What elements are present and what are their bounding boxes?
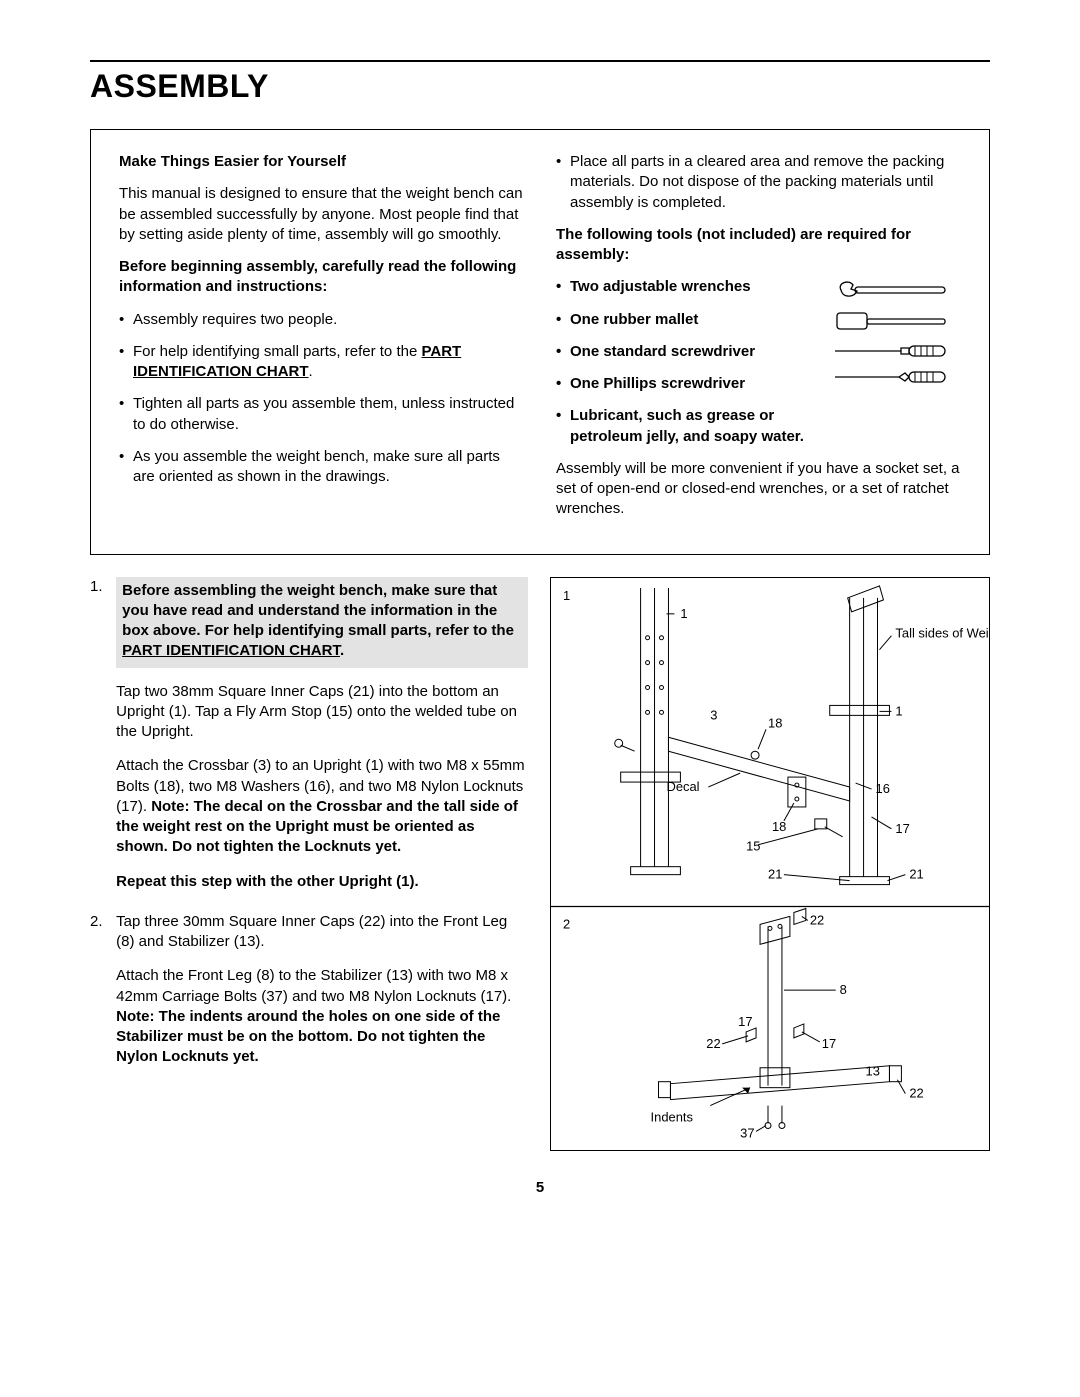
step-1-number: 1.: [90, 577, 112, 597]
svg-text:1: 1: [563, 587, 570, 602]
tool-icons: [831, 277, 961, 393]
step-2-number: 2.: [90, 912, 112, 932]
svg-text:21: 21: [909, 866, 923, 881]
svg-text:17: 17: [895, 820, 909, 835]
easier-heading: Make Things Easier for Yourself: [119, 152, 524, 172]
tool-lubricant: Lubricant, such as grease or petroleum j…: [556, 406, 821, 447]
wrench-icon: [831, 277, 951, 303]
svg-text:22: 22: [706, 1035, 720, 1050]
svg-text:2: 2: [563, 916, 570, 931]
svg-text:15: 15: [746, 838, 760, 853]
bullet-tighten: Tighten all parts as you assemble them, …: [119, 394, 524, 435]
svg-text:22: 22: [810, 912, 824, 927]
intro-box: Make Things Easier for Yourself This man…: [90, 129, 990, 555]
intro-paragraph: This manual is designed to ensure that t…: [119, 184, 524, 245]
svg-text:13: 13: [866, 1063, 880, 1078]
step-1-p2: Attach the Crossbar (3) to an Upright (1…: [116, 756, 528, 857]
step-1-warning-box: Before assembling the weight bench, make…: [116, 577, 528, 668]
bullet-two-people: Assembly requires two people.: [119, 310, 524, 330]
page-title: ASSEMBLY: [90, 68, 990, 105]
svg-text:18: 18: [768, 715, 782, 730]
svg-text:8: 8: [840, 982, 847, 997]
svg-text:18: 18: [772, 818, 786, 833]
page-number: 5: [90, 1179, 990, 1196]
svg-text:22: 22: [909, 1085, 923, 1100]
svg-text:1: 1: [680, 605, 687, 620]
before-heading: Before beginning assembly, carefully rea…: [119, 257, 524, 298]
bullet-part-chart: For help identifying small parts, refer …: [119, 342, 524, 383]
svg-text:Indents: Indents: [651, 1109, 693, 1124]
bullet-orient: As you assemble the weight bench, make s…: [119, 447, 524, 488]
svg-text:21: 21: [768, 866, 782, 881]
tools-heading: The following tools (not included) are r…: [556, 225, 961, 266]
assembly-diagram: 1: [550, 577, 990, 1151]
tool-mallet: One rubber mallet: [556, 310, 821, 330]
svg-text:Decal: Decal: [666, 779, 699, 794]
step-1-p1: Tap two 38mm Square Inner Caps (21) into…: [116, 682, 528, 743]
diagram-column: 1: [550, 577, 990, 1151]
mallet-icon: [831, 309, 951, 335]
closing-note: Assembly will be more convenient if you …: [556, 459, 961, 520]
svg-text:16: 16: [876, 781, 890, 796]
intro-left-column: Make Things Easier for Yourself This man…: [119, 152, 524, 532]
step-1-repeat: Repeat this step with the other Upright …: [116, 872, 528, 892]
intro-right-column: Place all parts in a cleared area and re…: [556, 152, 961, 532]
svg-text:Tall sides of Weight Rests: Tall sides of Weight Rests: [895, 625, 989, 640]
tool-wrenches: Two adjustable wrenches: [556, 277, 821, 297]
steps-text: 1. Before assembling the weight bench, m…: [90, 577, 530, 1151]
tool-standard-screwdriver: One standard screwdriver: [556, 342, 821, 362]
step-2-p1: Tap three 30mm Square Inner Caps (22) in…: [116, 912, 528, 953]
svg-text:37: 37: [740, 1125, 754, 1140]
svg-text:1: 1: [895, 703, 902, 718]
phillips-screwdriver-icon: [831, 367, 951, 387]
standard-screwdriver-icon: [831, 341, 951, 361]
svg-text:3: 3: [710, 707, 717, 722]
svg-text:17: 17: [822, 1035, 836, 1050]
tool-phillips-screwdriver: One Phillips screwdriver: [556, 374, 821, 394]
bullet-clear-area: Place all parts in a cleared area and re…: [556, 152, 961, 213]
svg-text:17: 17: [738, 1013, 752, 1028]
step-2-p2: Attach the Front Leg (8) to the Stabiliz…: [116, 966, 528, 1067]
